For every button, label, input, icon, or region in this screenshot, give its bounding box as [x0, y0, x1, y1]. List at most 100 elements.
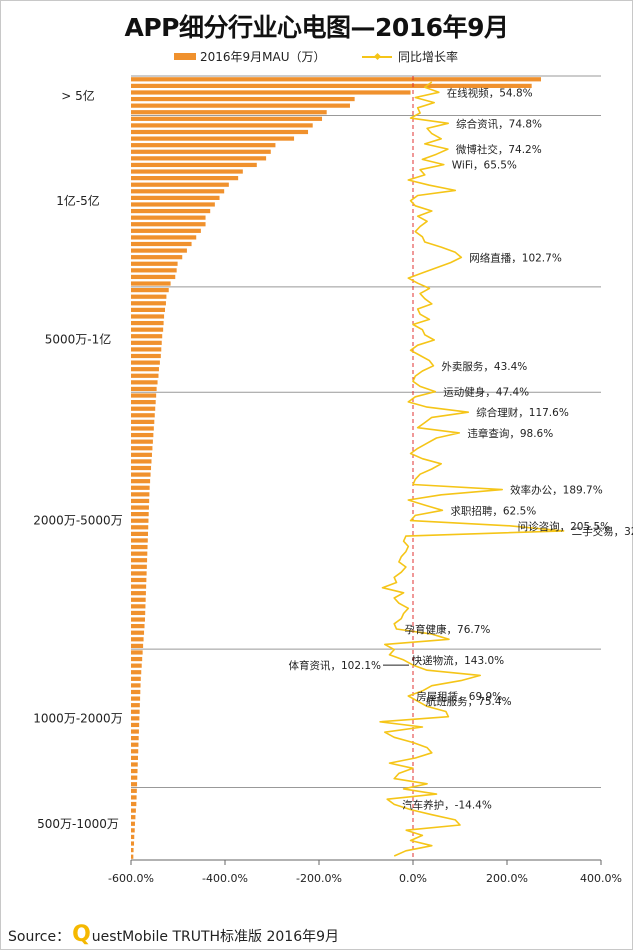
segment-label: 2000万-5000万 [33, 514, 122, 528]
annotation-label: 体育资讯，102.1% [288, 659, 381, 672]
annotation-label: 在线视频，54.8% [447, 86, 533, 99]
annotation-label: 房屋租赁，69.9% [416, 690, 502, 703]
mau-bar [131, 136, 295, 141]
mau-bar [131, 294, 167, 299]
mau-bar [131, 432, 154, 438]
segment-label: 5000万-1亿 [45, 332, 112, 347]
x-tick-label: -600.0% [108, 872, 154, 885]
mau-bar [131, 419, 155, 424]
mau-bar [131, 854, 134, 859]
mau-bar [131, 834, 135, 840]
mau-bar [131, 248, 187, 253]
mau-bar [131, 828, 135, 833]
mau-bar [131, 709, 140, 714]
mau-bar [131, 281, 171, 286]
mau-bar [131, 182, 229, 187]
mau-bar [131, 301, 166, 306]
mau-bar [131, 617, 145, 622]
mau-bar [131, 755, 138, 760]
mau-bar [131, 591, 146, 596]
mau-bar [131, 683, 141, 688]
mau-bar [131, 413, 155, 418]
segment-label: > 5亿 [61, 88, 95, 103]
mau-bar [131, 367, 159, 372]
legend-label-growth: 同比增长率 [398, 50, 459, 64]
legend-label-mau: 2016年9月MAU（万） [200, 50, 326, 64]
mau-bar [131, 307, 166, 312]
mau-bar [131, 656, 143, 662]
mau-bar [131, 83, 532, 88]
mau-bar [131, 439, 153, 444]
mau-bar [131, 703, 140, 708]
mau-bar [131, 505, 149, 510]
mau-bar [131, 624, 145, 629]
mau-bar [131, 386, 157, 392]
mau-bar [131, 288, 169, 293]
mau-bar [131, 742, 139, 747]
mau-bar [131, 597, 146, 602]
mau-bar [131, 689, 141, 695]
x-tick-label: -400.0% [202, 872, 248, 885]
annotation-label: 综合理财，117.6% [476, 406, 569, 419]
mau-bar [131, 169, 243, 174]
segment-label: 500万-1000万 [37, 817, 119, 831]
mau-bar [131, 162, 257, 168]
mau-bar [131, 143, 276, 148]
mau-bar [131, 512, 149, 517]
mau-bar [131, 96, 355, 102]
annotation-label: 违章查询，98.6% [467, 427, 553, 440]
mau-bar [131, 630, 145, 635]
mau-bar [131, 208, 211, 214]
mau-bar [131, 334, 163, 339]
mau-bar [131, 696, 141, 701]
annotation-label: 快递物流，143.0% [412, 654, 505, 667]
mau-bar [131, 577, 147, 583]
annotation-label: 问诊咨询，205.5% [518, 520, 611, 533]
mau-bar [131, 663, 142, 668]
annotation-label: 网络直播，102.7% [469, 251, 562, 264]
mau-bar [131, 676, 141, 681]
mau-bar [131, 446, 153, 451]
x-tick-label: 200.0% [486, 872, 528, 885]
mau-bar [131, 314, 165, 319]
mau-bar [131, 393, 157, 398]
mau-bar [131, 129, 309, 135]
mau-bar [131, 788, 137, 793]
x-tick-label: -200.0% [296, 872, 342, 885]
annotation-label: 航班服务，75.4% [426, 695, 512, 708]
x-tick-label: 0.0% [399, 872, 427, 885]
legend-item-mau: 2016年9月MAU（万） [174, 48, 326, 65]
mau-bar [131, 749, 139, 754]
mau-bar [131, 77, 541, 82]
brand-q-letter: Q [72, 922, 91, 947]
chart-title: APP细分行业心电图—2016年9月 [124, 13, 509, 42]
mau-bar [131, 801, 137, 807]
mau-bar [131, 347, 162, 352]
mau-bar [131, 485, 150, 490]
growth-line [379, 81, 565, 857]
mau-bar [131, 353, 161, 359]
mau-bar [131, 380, 158, 385]
mau-bar [131, 736, 139, 741]
mau-bar [131, 531, 149, 536]
mau-bar [131, 228, 201, 233]
mau-bar [131, 775, 138, 780]
mau-bar [131, 643, 144, 648]
mau-bar [131, 729, 139, 734]
annotation-label: 二手交易，320.5% [572, 525, 633, 538]
mau-bar [131, 498, 150, 504]
mau-bar [131, 268, 177, 273]
mau-bar [131, 716, 140, 721]
mau-bar [131, 189, 225, 194]
mau-bar [131, 564, 147, 569]
mau-bar [131, 149, 271, 154]
mau-bar [131, 571, 147, 576]
legend-line-swatch [362, 55, 392, 58]
annotation-label: 求职招聘，62.5% [450, 504, 536, 517]
mau-bar [131, 465, 152, 471]
mau-bar [131, 241, 192, 247]
mau-bar [131, 558, 148, 563]
segment-label: 1亿-5亿 [56, 193, 100, 208]
mau-bar [131, 406, 156, 411]
